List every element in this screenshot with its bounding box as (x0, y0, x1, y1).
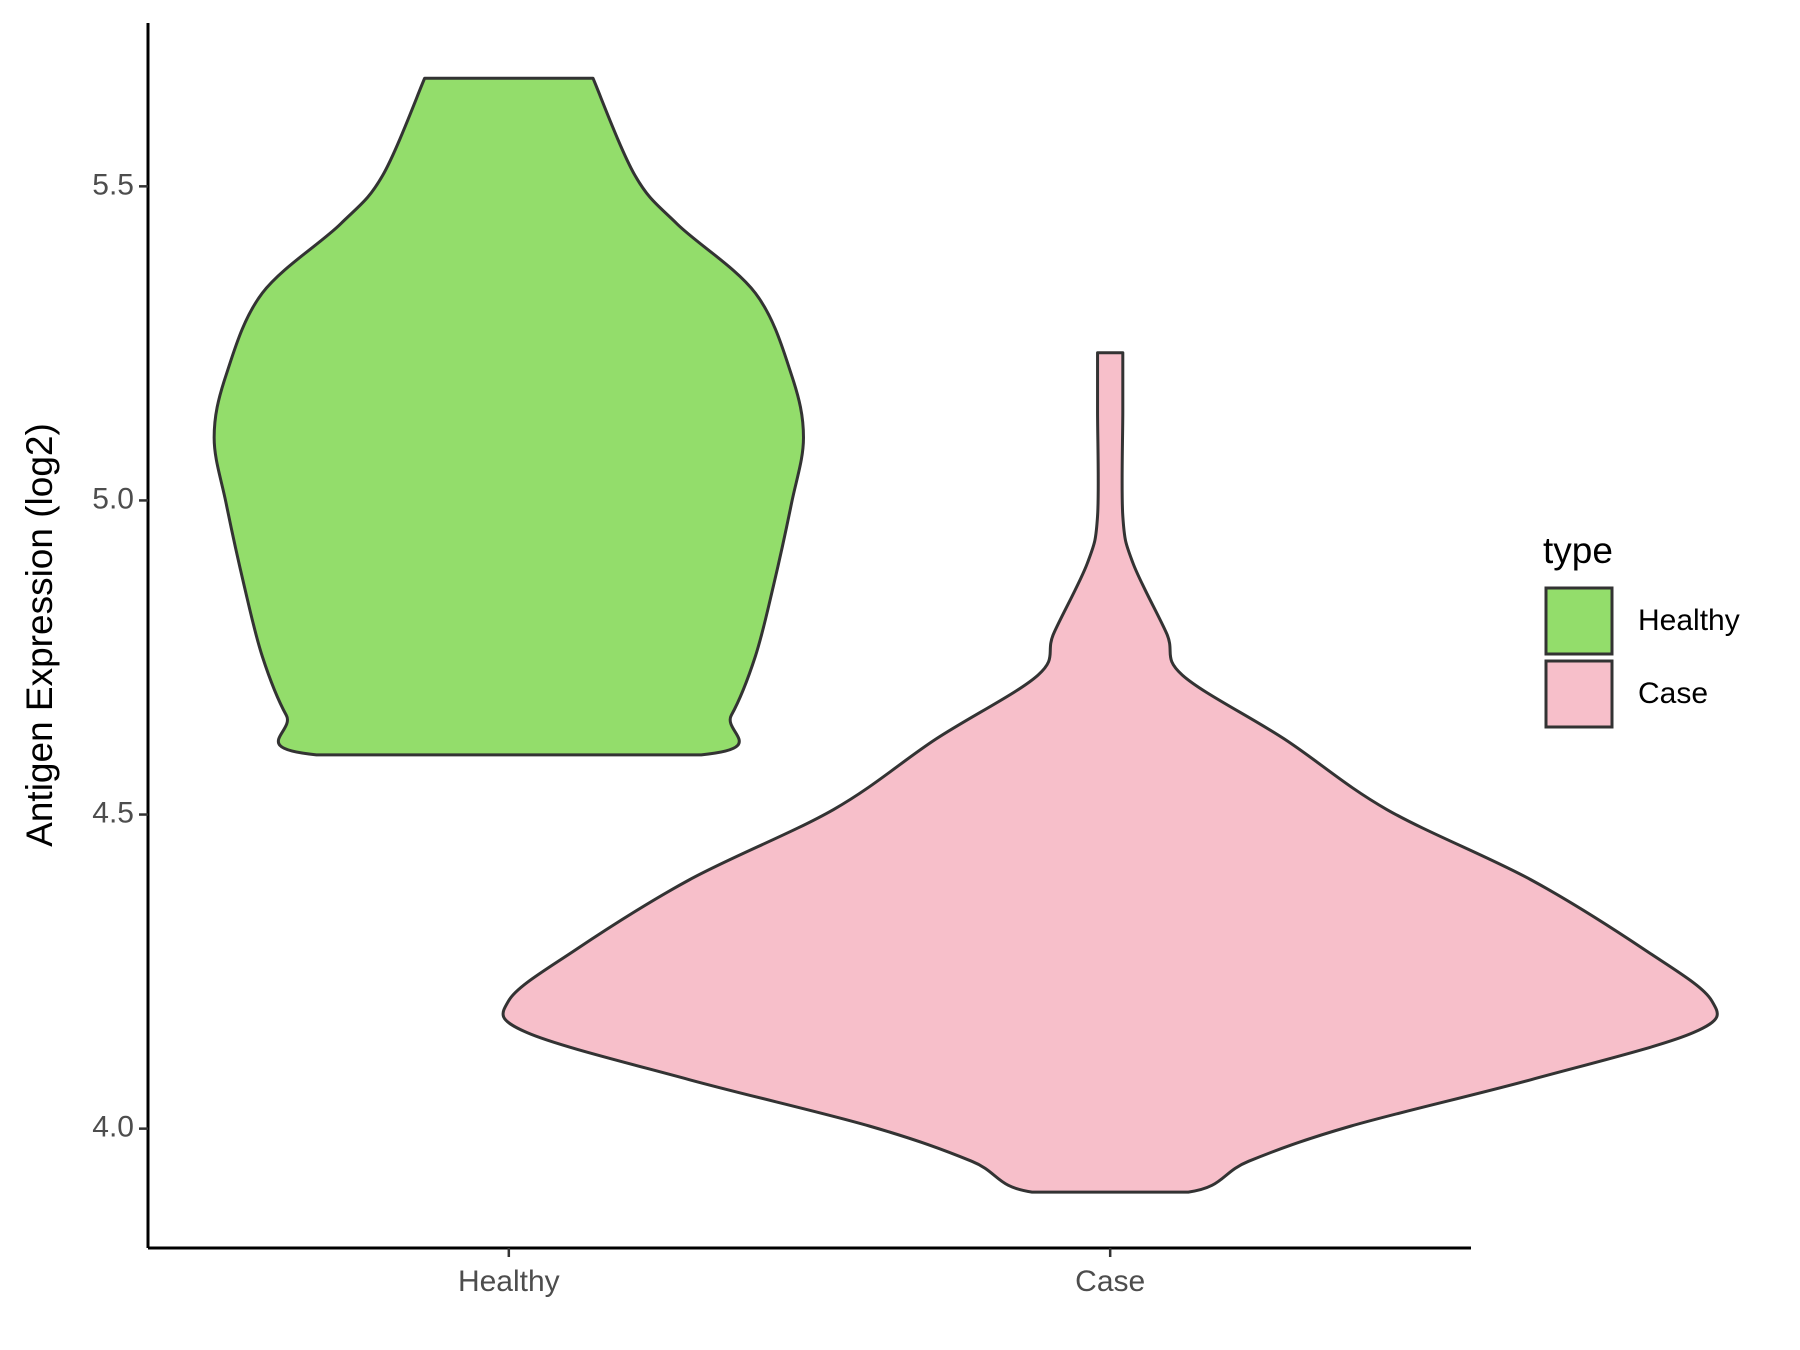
violin (501, 351, 1719, 1194)
violin (212, 76, 805, 757)
legend-label: Healthy (1638, 604, 1740, 637)
y-axis-title: Antigen Expression (log2) (19, 423, 60, 847)
legend-label: Case (1638, 677, 1708, 710)
y-tick-label: 4.5 (92, 796, 134, 829)
y-tick-label: 4.0 (92, 1111, 134, 1144)
legend-title: type (1543, 530, 1613, 571)
y-tick-label: 5.0 (92, 482, 134, 515)
legend-key (1544, 659, 1614, 729)
x-tick-label: Case (1075, 1265, 1145, 1298)
y-tick-label: 5.5 (92, 168, 134, 201)
legend-key (1544, 586, 1614, 656)
x-tick-label: Healthy (458, 1265, 560, 1298)
